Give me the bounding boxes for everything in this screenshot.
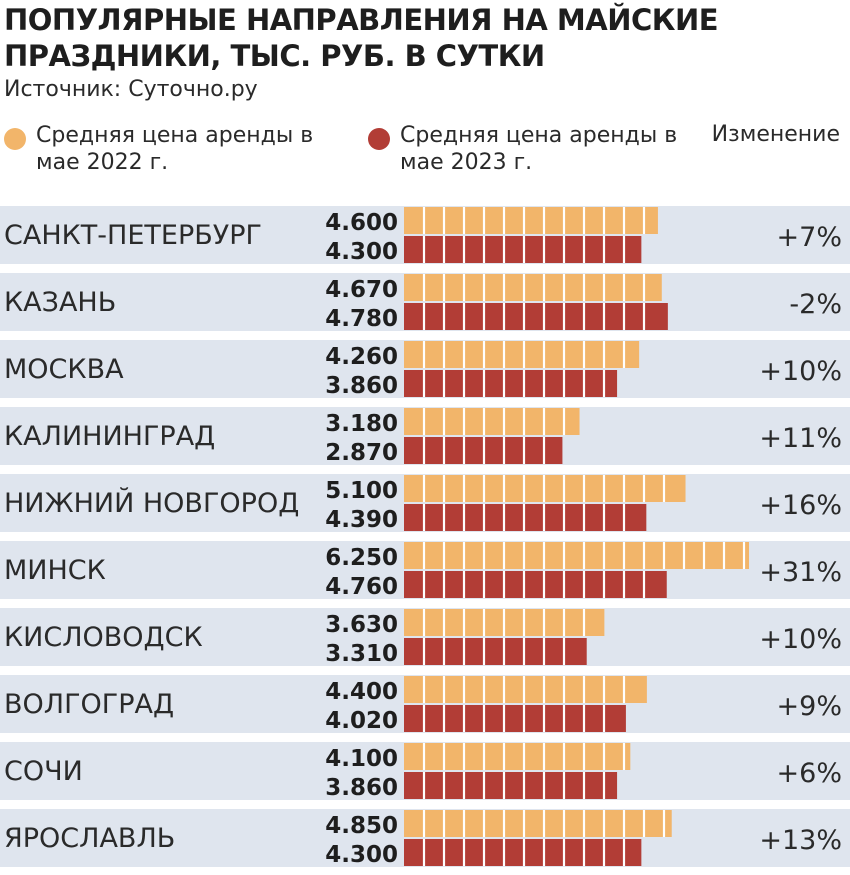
bar-2023 — [404, 236, 642, 263]
change-label: +7% — [777, 222, 842, 253]
bar-2022 — [404, 542, 749, 569]
change-label: +10% — [759, 624, 842, 655]
value-label-2023: 4.020 — [325, 708, 398, 734]
value-label-2022: 6.250 — [325, 545, 398, 571]
value-label-2022: 4.670 — [325, 277, 398, 303]
value-label-2022: 3.630 — [325, 612, 398, 638]
category-label: МИНСК — [4, 555, 106, 586]
bar-2022 — [404, 207, 658, 234]
chart-title: ПОПУЛЯРНЫЕ НАПРАВЛЕНИЯ НА МАЙСКИЕ ПРАЗДН… — [4, 3, 719, 73]
change-label: +10% — [759, 356, 842, 387]
value-label-2023: 3.860 — [325, 775, 398, 801]
bar-2023 — [404, 705, 626, 732]
bar-2023 — [404, 839, 642, 866]
value-label-2022: 4.600 — [325, 210, 398, 236]
value-label-2023: 4.390 — [325, 507, 398, 533]
change-label: +31% — [759, 557, 842, 588]
category-label: КАЗАНЬ — [4, 287, 116, 318]
value-label-2023: 4.780 — [325, 306, 398, 332]
bar-2023 — [404, 638, 587, 665]
change-label: +6% — [777, 758, 842, 789]
bar-2023 — [404, 504, 647, 531]
category-label: КАЛИНИНГРАД — [4, 421, 215, 452]
bar-2023 — [404, 772, 618, 799]
legend-label-2022: Средняя цена аренды в мае 2022 г. — [36, 123, 314, 175]
category-label: САНКТ-ПЕТЕРБУРГ — [4, 220, 262, 251]
bar-2022 — [404, 810, 672, 837]
value-label-2022: 4.400 — [325, 679, 398, 705]
bar-2022 — [404, 676, 647, 703]
value-label-2022: 4.850 — [325, 813, 398, 839]
legend-swatch-2022 — [4, 128, 26, 150]
change-label: +11% — [759, 423, 842, 454]
value-label-2023: 2.870 — [325, 440, 398, 466]
value-label-2023: 3.310 — [325, 641, 398, 667]
category-label: МОСКВА — [4, 354, 124, 385]
legend-label-2023: Средняя цена аренды в мае 2023 г. — [400, 123, 678, 175]
bar-2022 — [404, 408, 580, 435]
value-label-2022: 4.100 — [325, 746, 398, 772]
category-label: СОЧИ — [4, 756, 83, 787]
bar-2023 — [404, 370, 618, 397]
category-label: ЯРОСЛАВЛЬ — [4, 823, 175, 854]
change-label: +16% — [759, 490, 842, 521]
change-label: +13% — [759, 825, 842, 856]
category-label: НИЖНИЙ НОВГОРОД — [4, 487, 299, 519]
value-label-2022: 5.100 — [325, 478, 398, 504]
value-label-2022: 4.260 — [325, 344, 398, 370]
value-label-2023: 4.300 — [325, 239, 398, 265]
value-label-2023: 3.860 — [325, 373, 398, 399]
chart-source: Источник: Суточно.ру — [4, 77, 258, 102]
change-label: -2% — [789, 289, 842, 320]
change-column-header: Изменение — [711, 122, 840, 147]
change-label: +9% — [777, 691, 842, 722]
value-label-2023: 4.760 — [325, 574, 398, 600]
value-label-2022: 3.180 — [325, 411, 398, 437]
category-label: ВОЛГОГРАД — [4, 689, 174, 720]
value-label-2023: 4.300 — [325, 842, 398, 868]
legend-swatch-2023 — [368, 128, 390, 150]
category-label: КИСЛОВОДСК — [4, 622, 203, 653]
bar-2022 — [404, 274, 662, 301]
bar-2022 — [404, 743, 631, 770]
